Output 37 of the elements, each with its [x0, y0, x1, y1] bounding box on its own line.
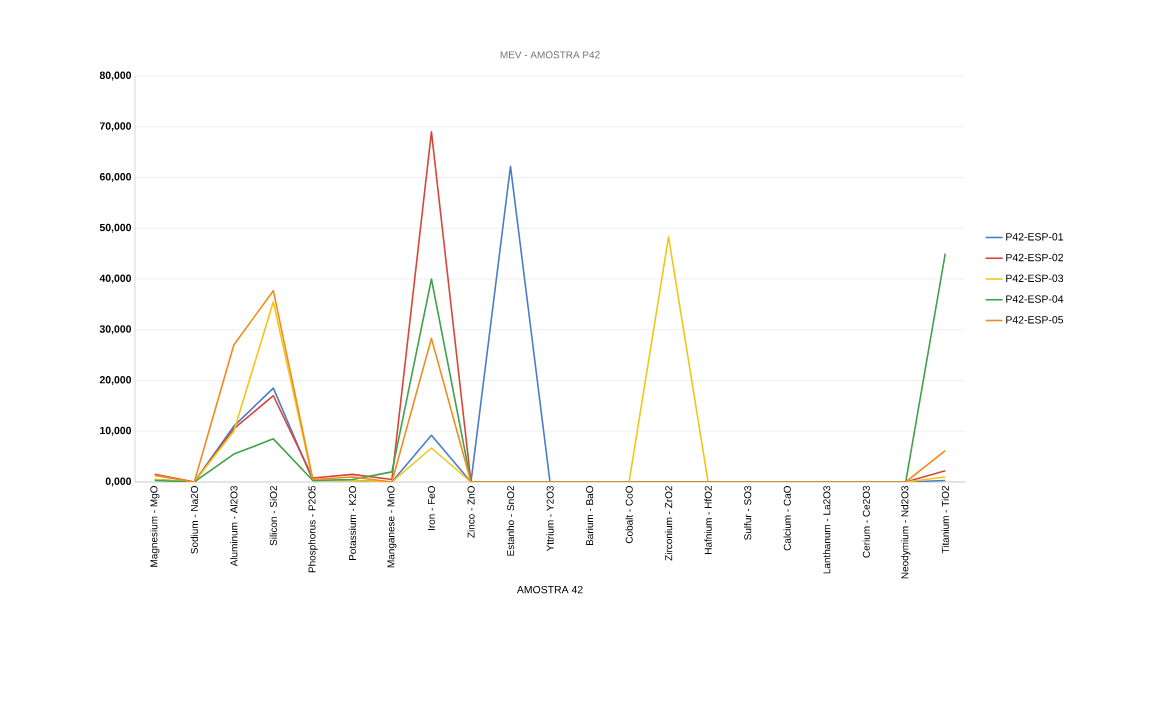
- x-tick-label: Sulfur - SO3: [743, 485, 752, 540]
- y-tick-label: 60,000: [99, 173, 132, 182]
- legend-label: P42-ESP-01: [1006, 233, 1064, 241]
- x-tick-label: Silicon - SiO2: [269, 486, 277, 546]
- x-tick-label: Lanthanum - La2O3: [823, 485, 831, 574]
- x-tick-label: Cerium - Ce2O3: [862, 485, 870, 558]
- x-tick-label: Cobalt - CoO: [625, 486, 633, 544]
- x-tick-label: Hafnium - HfO2: [704, 486, 712, 554]
- y-tick-label: 80,000: [99, 71, 132, 81]
- x-tick-label: Calcium - CaO: [783, 486, 791, 551]
- x-tick-label: Aluminum - Al2O3: [230, 485, 238, 567]
- legend-label: P42-ESP-05: [1006, 316, 1064, 324]
- y-tick-label: 50,000: [99, 223, 132, 233]
- x-tick-label: Sodium - Na2O: [190, 486, 198, 554]
- x-tick-label: Barium - BaO: [585, 486, 594, 546]
- y-tick-label: 0,000: [105, 477, 132, 487]
- x-tick-label: Zinco - ZnO: [467, 486, 475, 538]
- x-tick-label: Phosphorus - P2O5: [308, 485, 318, 573]
- x-tick-label: Potassium - K2O: [348, 486, 357, 560]
- chart-title: MEV - AMOSTRA P42: [500, 51, 600, 59]
- x-axis-title: AMOSTRA 42: [516, 585, 583, 594]
- x-tick-label: Yttrium - Y2O3: [546, 485, 554, 552]
- x-tick-label: Iron - FeO: [427, 485, 435, 530]
- y-tick-label: 20,000: [99, 376, 132, 385]
- legend-label: P42-ESP-02: [1006, 253, 1063, 262]
- y-tick-label: 10,000: [100, 426, 132, 436]
- y-tick-label: 40,000: [99, 274, 132, 284]
- x-tick-label: Neodymium - Nd2O3: [901, 485, 911, 579]
- x-tick-label: Zirconium - ZrO2: [664, 486, 673, 561]
- x-tick-label: Magnesium - MgO: [150, 486, 160, 567]
- x-tick-label: Titanium - TiO2: [941, 486, 949, 554]
- x-tick-label: Estanho - SnO2: [506, 486, 515, 556]
- legend-label: P42-ESP-03: [1006, 274, 1064, 283]
- legend-label: P42-ESP-04: [1006, 295, 1064, 303]
- x-tick-label: Manganese - MnO: [387, 486, 397, 568]
- y-tick-label: 70,000: [99, 122, 132, 132]
- y-tick-label: 30,000: [99, 325, 132, 335]
